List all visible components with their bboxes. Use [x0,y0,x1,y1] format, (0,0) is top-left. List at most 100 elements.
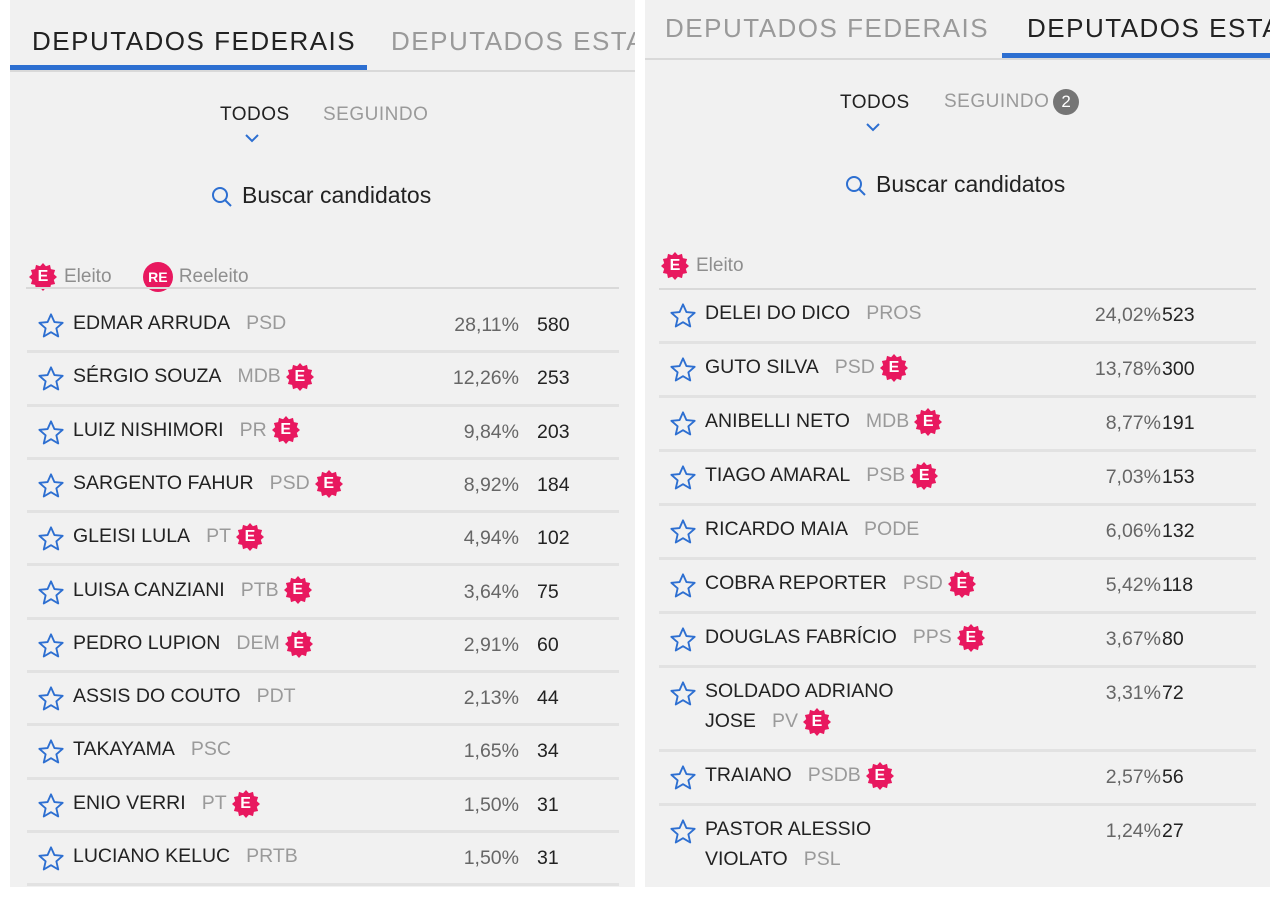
star-icon[interactable] [37,845,65,878]
candidate-party: PSD [246,312,287,334]
star-icon[interactable] [37,792,65,825]
star-icon[interactable] [669,302,697,335]
vote-percentage: 1,50% [463,847,519,869]
candidate-name: RICARDO MAIA [705,518,849,540]
star-icon[interactable] [37,419,65,452]
star-icon[interactable] [37,525,65,558]
vote-percentage: 13,78% [1094,358,1161,380]
candidate-name: ASSIS DO COUTO [73,685,241,708]
star-icon[interactable] [37,312,65,345]
vote-percentage: 9,84% [463,420,519,443]
filter-seguindo[interactable]: SEGUINDO 2 [944,89,1080,115]
candidate-party: DEM [236,631,280,654]
star-icon[interactable] [669,518,697,551]
candidate-party: PSDB [807,764,861,786]
vote-count: 75 [537,580,559,603]
vote-percentage: 4,94% [463,527,519,550]
star-icon[interactable] [669,626,697,659]
elected-badge-icon: E [660,251,690,281]
left-panel: DEPUTADOS FEDERAIS DEPUTADOS ESTA TODOS … [10,0,635,887]
vote-count: 132 [1162,520,1195,542]
legend-reeleito: RE Reeleito [142,262,249,292]
candidate-name: DOUGLAS FABRÍCIO [705,626,897,648]
following-count-badge: 2 [1053,89,1080,115]
vote-count: 191 [1162,412,1195,434]
candidate-row[interactable]: SARGENTO FAHUR PSD E 8,92% 184 [27,460,619,514]
candidate-party: PT [206,525,231,548]
filter-seguindo[interactable]: SEGUINDO [323,104,429,125]
legend-eleito-label: Eleito [64,266,112,287]
right-tab-bar [645,0,1270,60]
search-candidates-button[interactable]: Buscar candidatos [210,182,431,209]
candidate-name: TRAIANO [705,764,792,786]
candidate-row[interactable]: GUTO SILVA PSD E 13,78% 300 [659,344,1256,398]
candidate-name-block: GUTO SILVA PSD E [705,352,909,383]
star-icon[interactable] [37,685,65,718]
tab-deputados-federais[interactable]: DEPUTADOS FEDERAIS [32,26,357,56]
candidate-row[interactable]: DELEI DO DICO PROS 24,02% 523 [659,290,1256,344]
candidate-name: JOSE [705,710,756,732]
legend-eleito: E Eleito [660,251,744,281]
star-icon[interactable] [669,410,697,443]
candidate-party: PSD [834,356,875,378]
candidate-row[interactable]: DOUGLAS FABRÍCIO PPS E 3,67% 80 [659,614,1256,668]
candidate-row[interactable]: LUISA CANZIANI PTB E 3,64% 75 [27,567,619,620]
candidate-party: PSD [269,471,310,494]
tab-deputados-estaduais[interactable]: DEPUTADOS ESTA [391,26,635,56]
candidate-row[interactable]: PEDRO LUPION DEM E 2,91% 60 [27,620,619,674]
elected-badge-icon: E [284,629,314,659]
candidate-name-block: EDMAR ARRUDA PSD [73,308,286,338]
elected-badge-icon: E [802,707,832,737]
candidate-name-block: PEDRO LUPION DEM E [73,628,314,659]
candidate-name-block: GLEISI LULA PT E [73,521,265,552]
star-icon[interactable] [37,738,65,771]
star-icon[interactable] [37,472,65,505]
candidate-row[interactable]: SÉRGIO SOUZA MDB E 12,26% 253 [27,353,619,407]
candidate-row[interactable]: ANIBELLI NETO MDB E 8,77% 191 [659,398,1256,452]
vote-percentage: 1,50% [463,793,519,816]
filter-todos[interactable]: TODOS [840,92,910,113]
star-icon[interactable] [37,365,65,398]
tab-deputados-federais[interactable]: DEPUTADOS FEDERAIS [665,13,990,43]
elected-badge-icon: E [909,461,939,491]
tab-deputados-estaduais[interactable]: DEPUTADOS ESTA [1027,13,1270,43]
candidate-row[interactable]: RICARDO MAIA PODE 6,06% 132 [659,506,1256,560]
candidate-row[interactable]: ENIO VERRI PT E 1,50% 31 [27,780,619,833]
active-tab-indicator [10,65,367,70]
candidate-row[interactable]: ASSIS DO COUTO PDT 2,13% 44 [27,673,619,727]
candidate-name: TIAGO AMARAL [705,464,851,486]
candidate-name: GUTO SILVA [705,356,819,378]
candidate-row[interactable]: SOLDADO ADRIANO JOSE PV E 3,31% 72 [659,668,1256,752]
elected-badge-icon: E [913,407,943,437]
candidate-row[interactable]: LUCIANO KELUC PRTB 1,50% 31 [27,833,619,887]
star-icon[interactable] [37,579,65,612]
vote-percentage: 28,11% [454,314,519,336]
star-icon[interactable] [669,818,697,851]
star-icon[interactable] [37,632,65,665]
legend: E Eleito [660,251,770,287]
candidate-party: PSC [190,738,231,761]
star-icon[interactable] [669,464,697,497]
star-icon[interactable] [669,572,697,605]
star-icon[interactable] [669,356,697,389]
candidate-row[interactable]: TAKAYAMA PSC 1,65% 34 [27,726,619,780]
candidate-row[interactable]: GLEISI LULA PT E 4,94% 102 [27,513,619,567]
candidate-row[interactable]: EDMAR ARRUDA PSD 28,11% 580 [27,300,619,354]
star-icon[interactable] [669,680,697,713]
candidate-row[interactable]: PASTOR ALESSIO VIOLATO PSL 1,24% 27 [659,806,1256,887]
filter-todos[interactable]: TODOS [220,104,290,125]
candidate-row[interactable]: LUIZ NISHIMORI PR E 9,84% 203 [27,407,619,460]
candidate-name-block: DELEI DO DICO PROS [705,298,921,328]
vote-count: 184 [537,473,570,496]
star-icon[interactable] [669,764,697,797]
vote-count: 523 [1162,304,1195,326]
vote-percentage: 8,77% [1105,412,1161,434]
search-icon [846,175,866,196]
candidate-party: MDB [865,410,910,432]
search-label: Buscar candidatos [242,182,432,208]
candidate-name: DELEI DO DICO [705,302,851,324]
candidate-row[interactable]: COBRA REPORTER PSD E 5,42% 118 [659,560,1256,614]
candidate-row[interactable]: TRAIANO PSDB E 2,57% 56 [659,752,1256,806]
candidate-row[interactable]: TIAGO AMARAL PSB E 7,03% 153 [659,452,1256,506]
search-candidates-button[interactable]: Buscar candidatos [844,171,1065,198]
